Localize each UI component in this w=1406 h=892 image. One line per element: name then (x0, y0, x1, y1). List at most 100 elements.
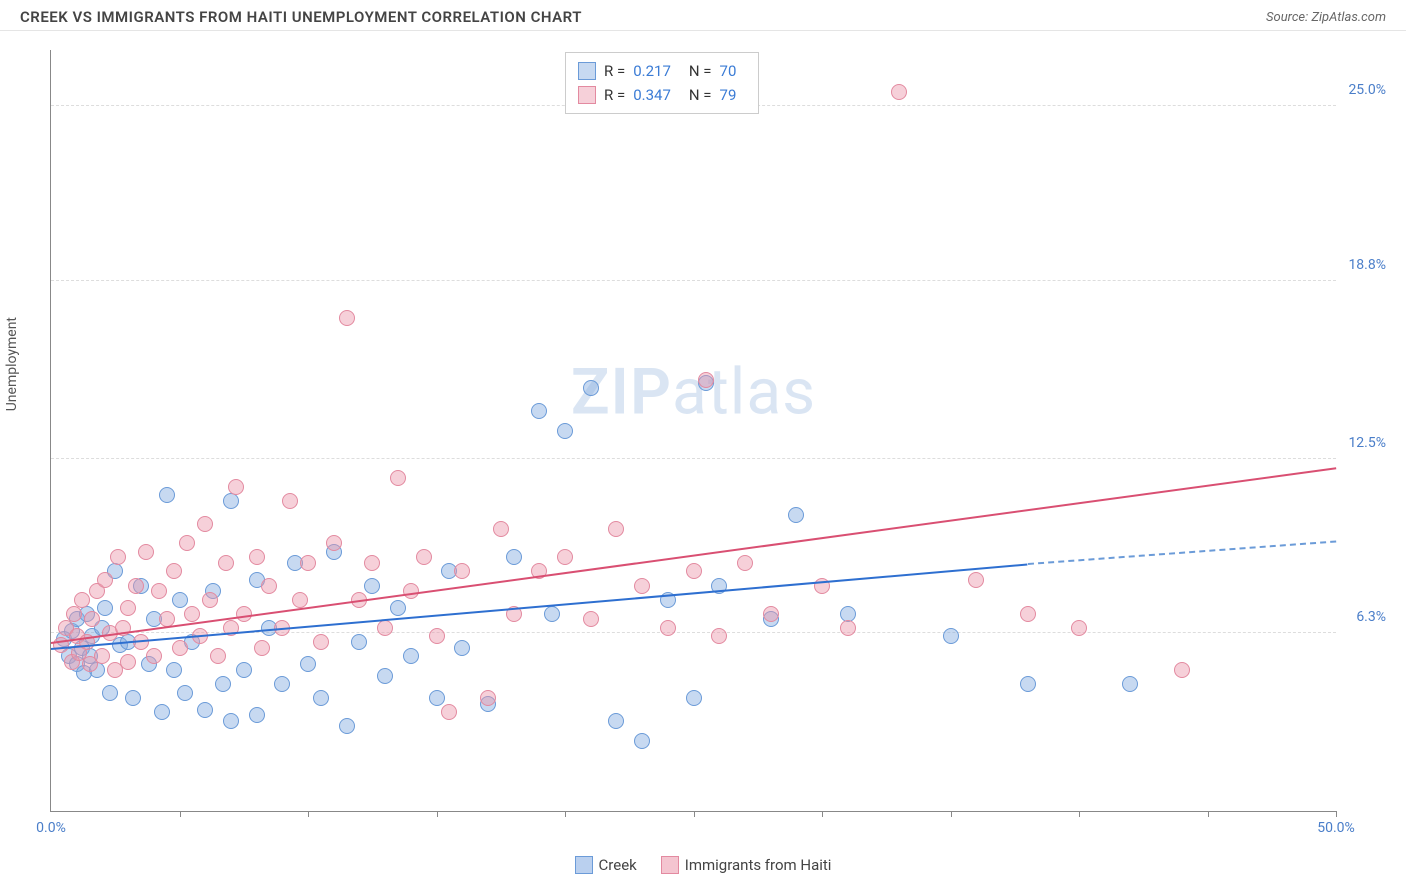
scatter-point (686, 563, 702, 579)
scatter-point (493, 521, 509, 537)
scatter-point (557, 549, 573, 565)
gridline (51, 280, 1336, 281)
scatter-point (184, 606, 200, 622)
chart-title: CREEK VS IMMIGRANTS FROM HAITI UNEMPLOYM… (20, 8, 582, 26)
correlation-legend: R =0.217N =70R =0.347N =79 (565, 52, 759, 114)
scatter-point (544, 606, 560, 622)
legend-swatch-icon (578, 62, 596, 80)
chart-header: CREEK VS IMMIGRANTS FROM HAITI UNEMPLOYM… (0, 0, 1406, 31)
scatter-point (1071, 620, 1087, 636)
scatter-point (339, 310, 355, 326)
legend-bottom: Creek Immigrants from Haiti (0, 856, 1406, 874)
scatter-point (97, 572, 113, 588)
gridline (51, 458, 1336, 459)
scatter-point (454, 640, 470, 656)
scatter-point (300, 555, 316, 571)
scatter-point (228, 479, 244, 495)
scatter-point (531, 403, 547, 419)
scatter-point (454, 563, 470, 579)
scatter-point (583, 380, 599, 396)
scatter-point (179, 535, 195, 551)
scatter-point (197, 516, 213, 532)
scatter-point (254, 640, 270, 656)
x-tick (437, 811, 438, 817)
scatter-point (120, 654, 136, 670)
x-tick (308, 811, 309, 817)
y-tick-label: 12.5% (1338, 435, 1386, 451)
scatter-point (128, 578, 144, 594)
scatter-point (177, 685, 193, 701)
scatter-point (110, 549, 126, 565)
scatter-point (351, 634, 367, 650)
scatter-point (429, 628, 445, 644)
scatter-point (1020, 676, 1036, 692)
scatter-point (249, 549, 265, 565)
scatter-point (120, 600, 136, 616)
scatter-point (429, 690, 445, 706)
scatter-point (223, 493, 239, 509)
scatter-point (634, 733, 650, 749)
scatter-point (292, 592, 308, 608)
scatter-point (94, 648, 110, 664)
legend-swatch-icon (575, 856, 593, 874)
scatter-point (236, 606, 252, 622)
legend-label: Creek (599, 856, 637, 874)
scatter-point (1020, 606, 1036, 622)
scatter-point (608, 521, 624, 537)
scatter-plot-area: ZIPatlas 6.3%12.5%18.8%25.0%0.0%50.0%R =… (50, 50, 1336, 812)
scatter-point (480, 690, 496, 706)
x-tick (1336, 811, 1337, 817)
scatter-point (711, 628, 727, 644)
x-tick (1079, 811, 1080, 817)
scatter-point (166, 662, 182, 678)
watermark: ZIPatlas (571, 355, 816, 430)
scatter-point (74, 592, 90, 608)
chart-source: Source: ZipAtlas.com (1266, 10, 1386, 25)
legend-swatch-icon (661, 856, 679, 874)
scatter-point (138, 544, 154, 560)
scatter-point (557, 423, 573, 439)
scatter-point (364, 555, 380, 571)
scatter-point (1122, 676, 1138, 692)
scatter-point (215, 676, 231, 692)
scatter-point (608, 713, 624, 729)
trend-line-extension (1028, 540, 1337, 565)
chart-container: Unemployment ZIPatlas 6.3%12.5%18.8%25.0… (50, 50, 1386, 832)
scatter-point (891, 84, 907, 100)
x-tick (1208, 811, 1209, 817)
scatter-point (416, 549, 432, 565)
scatter-point (403, 583, 419, 599)
scatter-point (218, 555, 234, 571)
scatter-point (364, 578, 380, 594)
x-tick (822, 811, 823, 817)
scatter-point (210, 648, 226, 664)
scatter-point (172, 640, 188, 656)
scatter-point (84, 611, 100, 627)
scatter-point (377, 668, 393, 684)
scatter-point (840, 620, 856, 636)
scatter-point (686, 690, 702, 706)
scatter-point (166, 563, 182, 579)
scatter-point (698, 372, 714, 388)
scatter-point (634, 578, 650, 594)
scatter-point (506, 549, 522, 565)
y-tick-label: 18.8% (1338, 257, 1386, 273)
scatter-point (274, 676, 290, 692)
scatter-point (737, 555, 753, 571)
scatter-point (763, 606, 779, 622)
scatter-point (236, 662, 252, 678)
scatter-point (125, 690, 141, 706)
scatter-point (339, 718, 355, 734)
scatter-point (172, 592, 188, 608)
scatter-point (159, 487, 175, 503)
scatter-point (326, 535, 342, 551)
scatter-point (197, 702, 213, 718)
scatter-point (97, 600, 113, 616)
scatter-point (151, 583, 167, 599)
x-tick (951, 811, 952, 817)
scatter-point (223, 713, 239, 729)
legend-item: Immigrants from Haiti (661, 856, 832, 874)
x-tick-label: 50.0% (1317, 820, 1355, 836)
legend-label: Immigrants from Haiti (685, 856, 832, 874)
y-tick-label: 6.3% (1338, 609, 1386, 625)
